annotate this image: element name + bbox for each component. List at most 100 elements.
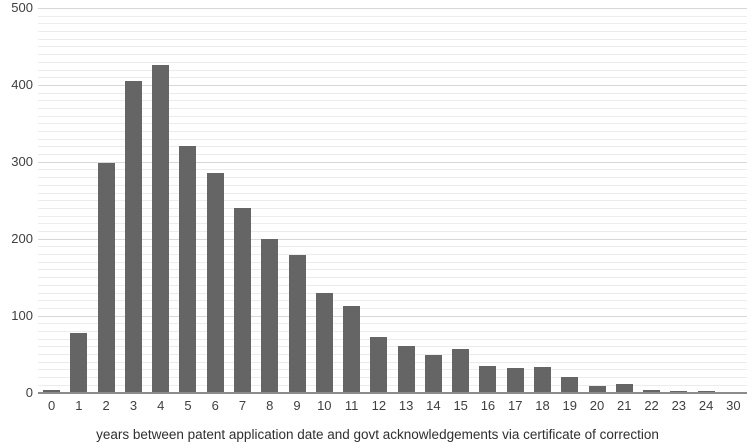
minor-gridline xyxy=(38,323,747,325)
minor-gridline xyxy=(38,69,747,71)
minor-gridline xyxy=(38,307,747,309)
minor-gridline xyxy=(38,277,747,279)
minor-gridline xyxy=(38,246,747,248)
minor-gridline xyxy=(38,223,747,225)
bar xyxy=(370,337,388,393)
x-tick-label: 6 xyxy=(211,398,219,413)
x-tick-label: 10 xyxy=(317,398,332,413)
minor-gridline xyxy=(38,261,747,263)
minor-gridline xyxy=(38,269,747,271)
x-tick-label: 16 xyxy=(480,398,496,413)
y-tick-label: 500 xyxy=(11,0,33,15)
x-tick-label: 1 xyxy=(75,398,83,413)
x-tick-label: 21 xyxy=(617,398,632,413)
minor-gridline xyxy=(38,23,747,25)
bar xyxy=(615,384,633,393)
minor-gridline xyxy=(38,215,747,217)
minor-gridline xyxy=(38,254,747,256)
x-tick-label: 9 xyxy=(293,398,301,413)
bar xyxy=(97,163,115,393)
x-tick-label: 17 xyxy=(507,398,523,413)
x-tick-label: 7 xyxy=(238,398,247,413)
minor-gridline xyxy=(38,231,747,232)
minor-gridline xyxy=(38,31,747,33)
minor-gridline xyxy=(38,377,747,379)
major-gridline xyxy=(38,84,747,86)
minor-gridline xyxy=(38,107,747,109)
x-tick-label: 8 xyxy=(266,398,274,413)
x-tick-label: 20 xyxy=(589,398,605,413)
minor-gridline xyxy=(38,77,747,79)
minor-gridline xyxy=(38,338,747,340)
y-tick-label: 300 xyxy=(11,153,33,169)
minor-gridline xyxy=(38,284,747,286)
minor-gridline xyxy=(38,369,747,371)
x-tick-label: 15 xyxy=(453,398,468,413)
bar xyxy=(70,333,88,393)
bar xyxy=(397,345,415,393)
x-tick-label: 19 xyxy=(562,398,577,413)
x-tick-label: 11 xyxy=(344,398,359,413)
minor-gridline xyxy=(38,123,747,125)
x-axis-title: years between patent application date an… xyxy=(96,427,659,442)
minor-gridline xyxy=(38,207,747,209)
x-tick-label: 2 xyxy=(102,398,110,413)
bar xyxy=(643,390,661,393)
y-tick-label: 100 xyxy=(11,307,33,323)
bar xyxy=(533,367,551,393)
bar xyxy=(343,306,361,393)
bar xyxy=(206,173,224,393)
minor-gridline xyxy=(38,15,747,17)
bar xyxy=(561,377,579,393)
bar xyxy=(43,390,61,393)
minor-gridline xyxy=(38,46,747,48)
bar xyxy=(315,293,333,393)
x-axis-line xyxy=(38,391,747,394)
x-tick-label: 22 xyxy=(644,398,659,413)
minor-gridline xyxy=(38,169,747,171)
minor-gridline xyxy=(38,92,747,94)
minor-gridline xyxy=(38,61,747,63)
major-gridline xyxy=(38,161,747,163)
bar xyxy=(452,348,470,393)
y-tick-label: 0 xyxy=(25,384,33,400)
minor-gridline xyxy=(38,200,747,202)
minor-gridline xyxy=(38,292,747,294)
x-tick-label: 0 xyxy=(48,398,56,413)
bar xyxy=(588,386,606,393)
minor-gridline xyxy=(38,384,747,386)
minor-gridline xyxy=(38,346,747,348)
minor-gridline xyxy=(38,115,747,117)
x-tick-label: 30 xyxy=(726,398,741,413)
x-tick-label: 5 xyxy=(184,398,192,413)
x-tick-label: 23 xyxy=(671,398,687,413)
minor-gridline xyxy=(38,146,747,148)
minor-gridline xyxy=(38,131,747,133)
minor-gridline xyxy=(38,138,747,140)
bar xyxy=(261,239,279,393)
minor-gridline xyxy=(38,354,747,356)
bar xyxy=(124,81,142,393)
minor-gridline xyxy=(38,361,747,363)
minor-gridline xyxy=(38,192,747,194)
minor-gridline xyxy=(38,154,747,156)
x-tick-label: 18 xyxy=(535,398,550,413)
y-tick-label: 400 xyxy=(11,76,33,92)
x-tick-label: 3 xyxy=(129,398,138,413)
major-gridline xyxy=(38,8,747,9)
x-tick-label: 12 xyxy=(371,398,387,413)
minor-gridline xyxy=(38,38,747,40)
minor-gridline xyxy=(38,300,747,302)
bar xyxy=(234,207,252,393)
y-tick-label: 200 xyxy=(11,230,33,246)
minor-gridline xyxy=(38,100,747,102)
x-tick-label: 14 xyxy=(426,398,441,413)
major-gridline xyxy=(38,315,747,317)
x-tick-label: 4 xyxy=(157,398,165,413)
bar xyxy=(506,367,524,393)
bar xyxy=(288,254,306,393)
x-tick-label: 13 xyxy=(398,398,414,413)
minor-gridline xyxy=(38,184,747,186)
bar xyxy=(479,366,497,393)
